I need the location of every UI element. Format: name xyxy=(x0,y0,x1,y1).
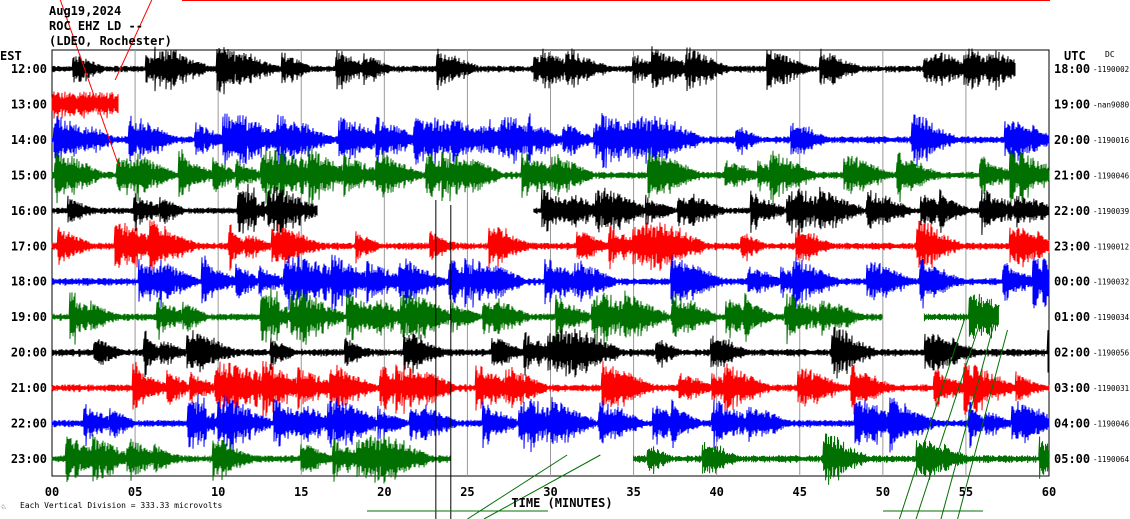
dc-offset-label: -nan9080 xyxy=(1093,100,1130,109)
est-hour-label: 15:00 xyxy=(11,168,47,182)
dc-offset-label: -1190016 xyxy=(1093,136,1130,145)
scale-note: Each Vertical Division = 333.33 microvol… xyxy=(20,501,222,510)
x-tick-label: 25 xyxy=(460,485,474,499)
x-tick-label: 45 xyxy=(793,485,807,499)
dc-offset-label: -1190012 xyxy=(1093,242,1129,251)
wrap-line xyxy=(940,304,1000,519)
dc-offset-label: -1190056 xyxy=(1093,349,1130,358)
dc-offset-labels: -1190002 -nan9080 -1190016 -1190046 -1190039… xyxy=(1093,65,1130,464)
spike-line xyxy=(59,0,119,166)
dc-offset-label: -1190032 xyxy=(1093,278,1129,287)
trace-row xyxy=(51,113,1050,170)
x-tick-label: 10 xyxy=(211,485,225,499)
x-tick-label: 00 xyxy=(45,485,59,499)
trace-row xyxy=(533,186,1050,237)
x-tick-label: 30 xyxy=(543,485,557,499)
utc-hour-label: 21:00 xyxy=(1054,168,1090,182)
est-hour-label: 12:00 xyxy=(11,62,47,76)
est-hour-label: 14:00 xyxy=(11,133,47,147)
wrap-line xyxy=(483,454,601,519)
trace-row xyxy=(51,327,1050,379)
date-label: Aug19,2024 xyxy=(49,4,121,18)
wrap-line xyxy=(957,329,1008,519)
dc-offset-label: -1190064 xyxy=(1093,455,1130,464)
dc-offset-label: -1190034 xyxy=(1093,313,1130,322)
trace-row xyxy=(51,148,1050,208)
utc-hour-label: 03:00 xyxy=(1054,381,1090,395)
left-timezone-label: EST xyxy=(0,49,22,63)
utc-hour-label: 23:00 xyxy=(1054,239,1090,253)
trace-row xyxy=(51,393,1050,453)
trace-row xyxy=(51,46,1016,95)
est-hour-label: 13:00 xyxy=(11,97,47,111)
trace-row xyxy=(51,220,1050,276)
utc-hour-labels: 18:00 19:00 20:00 21:00 22:00 23:00 00:00 01:00… xyxy=(1054,62,1090,466)
dc-offset-label: -1190039 xyxy=(1093,207,1129,216)
est-hour-label: 22:00 xyxy=(11,417,47,431)
x-tick-label: 05 xyxy=(128,485,142,499)
utc-hour-label: 20:00 xyxy=(1054,133,1090,147)
x-axis-title: TIME (MINUTES) xyxy=(511,496,612,510)
x-tick-labels: 00 05 10 15 20 25 30 35 40 45 50 55 60 xyxy=(45,485,1056,499)
trace-row xyxy=(923,293,999,339)
utc-hour-label: 22:00 xyxy=(1054,204,1090,218)
dc-offset-label: -1190046 xyxy=(1093,171,1130,180)
station-label: ROC EHZ LD -- xyxy=(49,19,143,33)
trace-row xyxy=(51,254,1050,314)
x-tick-label: 35 xyxy=(626,485,640,499)
x-tick-label: 20 xyxy=(377,485,391,499)
trace-row xyxy=(51,183,318,236)
est-hour-label: 23:00 xyxy=(11,452,47,466)
x-tick-label: 55 xyxy=(959,485,973,499)
wrap-line xyxy=(467,454,568,519)
est-hour-label: 17:00 xyxy=(11,239,47,253)
x-tick-label: 60 xyxy=(1042,485,1056,499)
utc-hour-label: 00:00 xyxy=(1054,275,1090,289)
dc-offset-label: -1190002 xyxy=(1093,65,1129,74)
dc-column-label: DC xyxy=(1105,50,1115,59)
x-tick-label: 40 xyxy=(709,485,723,499)
network-label: (LDEO, Rochester) xyxy=(49,34,172,48)
est-hour-label: 21:00 xyxy=(11,381,47,395)
est-hour-label: 18:00 xyxy=(11,275,47,289)
trace-row xyxy=(633,433,1050,485)
utc-hour-label: 02:00 xyxy=(1054,346,1090,360)
right-timezone-label: UTC xyxy=(1064,49,1086,63)
trace-row xyxy=(51,91,119,119)
est-hour-label: 19:00 xyxy=(11,310,47,324)
dc-offset-label: -1190031 xyxy=(1093,384,1129,393)
spike-line xyxy=(114,0,153,81)
footer-marker: ♘ xyxy=(1,502,6,511)
x-tick-label: 50 xyxy=(876,485,890,499)
x-tick-label: 15 xyxy=(294,485,308,499)
seismic-traces xyxy=(51,0,1050,519)
dc-offset-label: -1190046 xyxy=(1093,420,1130,429)
utc-hour-label: 01:00 xyxy=(1054,310,1090,324)
utc-hour-label: 05:00 xyxy=(1054,452,1090,466)
utc-hour-label: 04:00 xyxy=(1054,417,1090,431)
wrap-line xyxy=(915,314,984,519)
utc-hour-label: 19:00 xyxy=(1054,97,1090,111)
utc-hour-label: 18:00 xyxy=(1054,62,1090,76)
wrap-line xyxy=(898,314,967,519)
est-hour-labels: 12:00 13:00 14:00 15:00 16:00 17:00 18:00 19:00… xyxy=(11,62,47,466)
trace-row xyxy=(51,287,883,346)
est-hour-label: 20:00 xyxy=(11,346,47,360)
trace-row xyxy=(51,360,1050,421)
est-hour-label: 16:00 xyxy=(11,204,47,218)
trace-row xyxy=(51,434,451,484)
